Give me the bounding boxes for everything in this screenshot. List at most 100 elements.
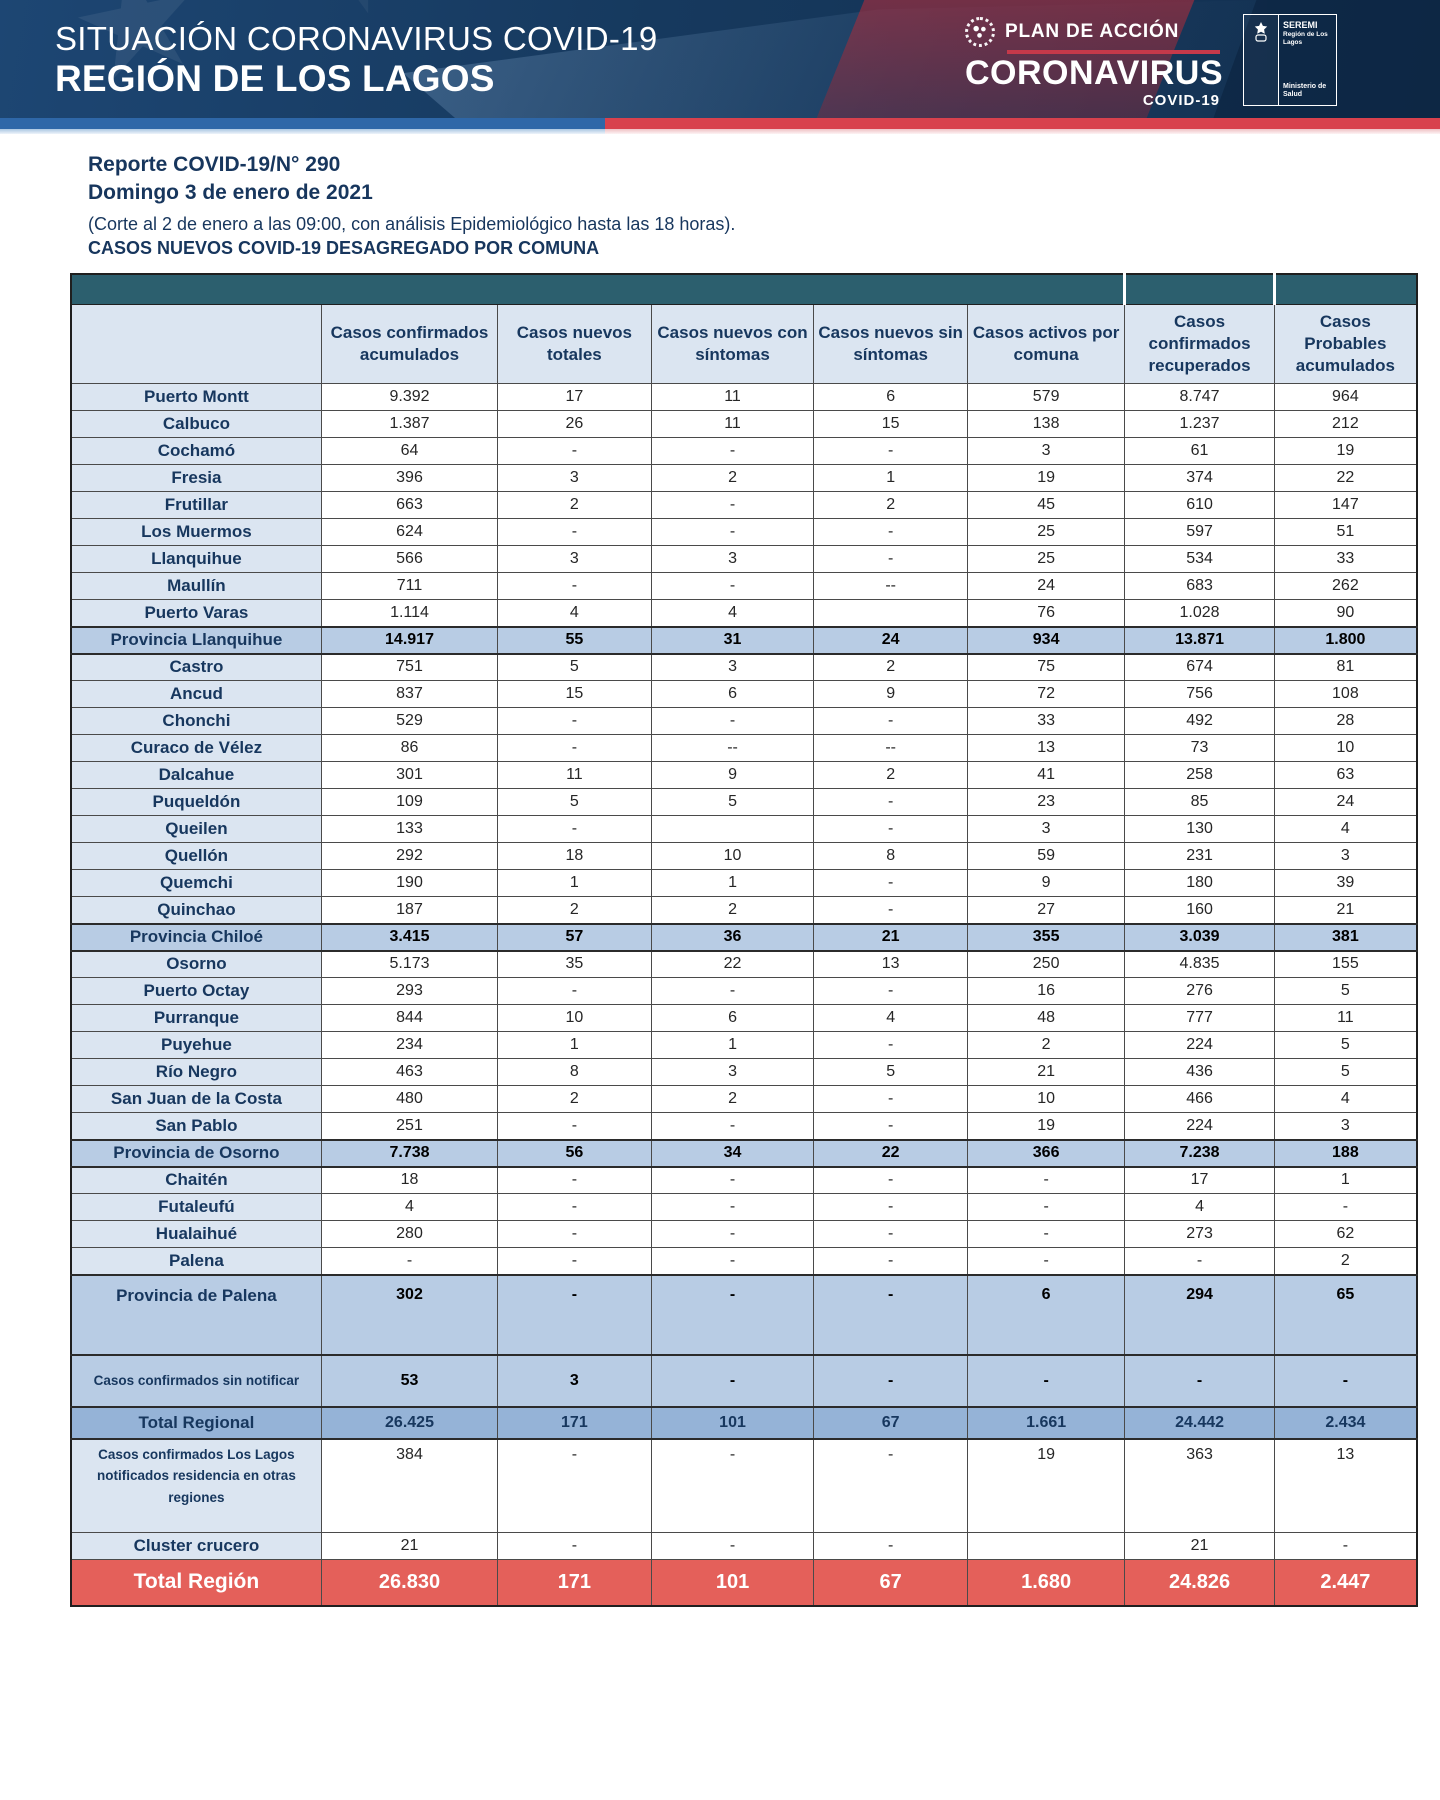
cell: 45	[966, 491, 1126, 520]
row-label: Cluster crucero	[70, 1532, 322, 1561]
page-title-line2: REGIÓN DE LOS LAGOS	[55, 57, 495, 99]
table-row: Cochamó 64- - -3 61 19	[70, 437, 1418, 466]
seremi-name: SEREMI	[1283, 20, 1318, 30]
cell: 188	[1273, 1138, 1418, 1168]
cell: 63	[1273, 761, 1418, 790]
cell: 3.039	[1124, 922, 1275, 952]
cell: -	[497, 1273, 652, 1356]
cell: 3	[497, 464, 652, 493]
plan-de-accion-label: PLAN DE ACCIÓN	[1005, 21, 1180, 42]
cell: 24	[1273, 788, 1418, 817]
cell: 67	[813, 1559, 968, 1607]
cell: 663	[320, 491, 499, 520]
cell: 19	[966, 1112, 1126, 1141]
cell: -	[497, 1193, 652, 1222]
table-row: Puerto Varas 1.114 4 4 76 1.028 90	[70, 599, 1418, 628]
cell: 25	[966, 545, 1126, 574]
cell: 251	[320, 1112, 499, 1141]
cell: 280	[320, 1220, 499, 1249]
cell: 35	[497, 950, 652, 979]
cell: 5	[813, 1058, 968, 1087]
cell: 17	[497, 383, 652, 412]
table-row: Provincia de Osorno 7.738 56 34 22 366 7.238 18…	[70, 1138, 1418, 1168]
table-row: San Juan de la Costa 480 2 2-10 466 4	[70, 1085, 1418, 1114]
cell: -	[966, 1353, 1126, 1408]
cell: 566	[320, 545, 499, 574]
cell: 17	[1124, 1166, 1275, 1195]
row-label: Queilen	[70, 815, 322, 844]
cell: -	[813, 1193, 968, 1222]
cell: 22	[650, 950, 815, 979]
column-header: Casos activos por comuna	[966, 303, 1126, 385]
cell: 355	[966, 922, 1126, 952]
row-label: Casos confirmados sin notificar	[70, 1353, 322, 1408]
cell: -	[813, 545, 968, 574]
cell: 4	[1273, 815, 1418, 844]
row-label: Purranque	[70, 1004, 322, 1033]
cell: 3	[650, 653, 815, 682]
coat-of-arms-icon	[1243, 14, 1279, 106]
report-date: Domingo 3 de enero de 2021	[88, 181, 373, 205]
cell: -	[813, 1247, 968, 1276]
cell: 1.114	[320, 599, 499, 628]
table-row: Fresia 396 3 2 1 19 374 22	[70, 464, 1418, 493]
cell	[966, 1532, 1126, 1561]
cell: 101	[650, 1405, 815, 1440]
cell: 3	[966, 437, 1126, 466]
cell: 8	[497, 1058, 652, 1087]
cell: 67	[813, 1405, 968, 1440]
cell: 26	[497, 410, 652, 439]
cell: 212	[1273, 410, 1418, 439]
plan-underline	[1007, 50, 1220, 54]
cell: -	[650, 1193, 815, 1222]
cell: 2	[813, 653, 968, 682]
cell: -	[497, 1247, 652, 1276]
cell: 6	[650, 680, 815, 709]
cell: 674	[1124, 653, 1275, 682]
cell: 19	[966, 464, 1126, 493]
row-label: Puerto Varas	[70, 599, 322, 628]
cell: 15	[813, 410, 968, 439]
column-header: Casos Probables acumulados	[1273, 303, 1418, 385]
cell: 302	[320, 1273, 499, 1356]
cell: 463	[320, 1058, 499, 1087]
cell: 15	[497, 680, 652, 709]
cell: 610	[1124, 491, 1275, 520]
table-row: Curaco de Vélez 86- -- -- 13 73 10	[70, 734, 1418, 763]
cell: 22	[813, 1138, 968, 1168]
cell: 27	[966, 896, 1126, 925]
row-label: Fresia	[70, 464, 322, 493]
cell	[650, 815, 815, 844]
cell: 21	[813, 922, 968, 952]
cell: 1.680	[966, 1559, 1126, 1607]
table-row: Maullín 711- - -- 24 683 262	[70, 572, 1418, 601]
table-row: Purranque 844 10 6 4 48 777 11	[70, 1004, 1418, 1033]
row-label: Llanquihue	[70, 545, 322, 574]
cell: -	[813, 707, 968, 736]
cell: 138	[966, 410, 1126, 439]
cell: 1	[650, 1031, 815, 1060]
cell: 39	[1273, 869, 1418, 898]
cell: -	[1124, 1247, 1275, 1276]
hero-banner: ★ ★ SITUACIÓN CORONAVIRUS COVID-19 REGIÓ…	[0, 0, 1440, 118]
row-label: Palena	[70, 1247, 322, 1276]
cell: 374	[1124, 464, 1275, 493]
row-label: San Juan de la Costa	[70, 1085, 322, 1114]
cell: 86	[320, 734, 499, 763]
cell: -	[650, 1220, 815, 1249]
row-label: Provincia Llanquihue	[70, 625, 322, 655]
cell: 9	[966, 869, 1126, 898]
cell: 5	[1273, 977, 1418, 1006]
cell: -	[497, 1220, 652, 1249]
cell: -	[650, 1532, 815, 1561]
cell: 13.871	[1124, 625, 1275, 655]
cell: 48	[966, 1004, 1126, 1033]
column-header: Casos confirmados acumulados	[320, 303, 499, 385]
cell: 293	[320, 977, 499, 1006]
row-label: Calbuco	[70, 410, 322, 439]
cell: 366	[966, 1138, 1126, 1168]
cell: --	[813, 734, 968, 763]
cell: 436	[1124, 1058, 1275, 1087]
cell: 13	[966, 734, 1126, 763]
cell: -	[1124, 1353, 1275, 1408]
